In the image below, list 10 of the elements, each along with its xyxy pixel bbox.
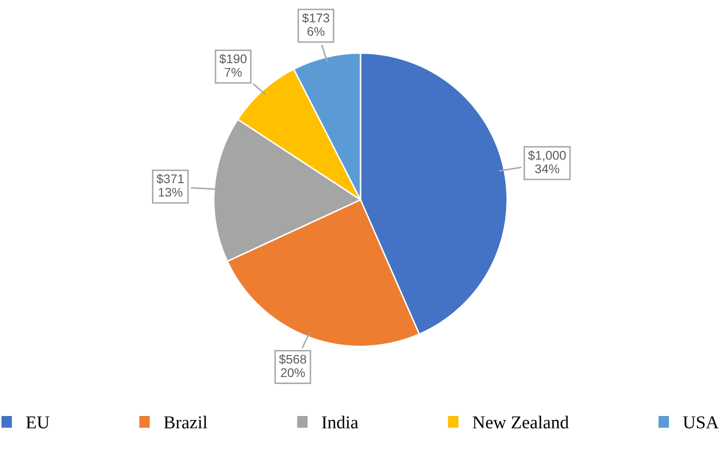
- data-label: $190 7%: [219, 54, 247, 77]
- legend-label: New Zealand: [472, 416, 569, 428]
- legend-label: India: [322, 416, 358, 428]
- legend-label: Brazil: [164, 416, 208, 428]
- legend-label: EU: [26, 416, 50, 428]
- data-label: $173 6%: [302, 13, 330, 36]
- data-label: $568 20%: [279, 354, 306, 378]
- data-label: $1,000 34%: [528, 150, 566, 174]
- legend-label: USA: [683, 416, 719, 428]
- data-label: $371 13%: [156, 174, 184, 197]
